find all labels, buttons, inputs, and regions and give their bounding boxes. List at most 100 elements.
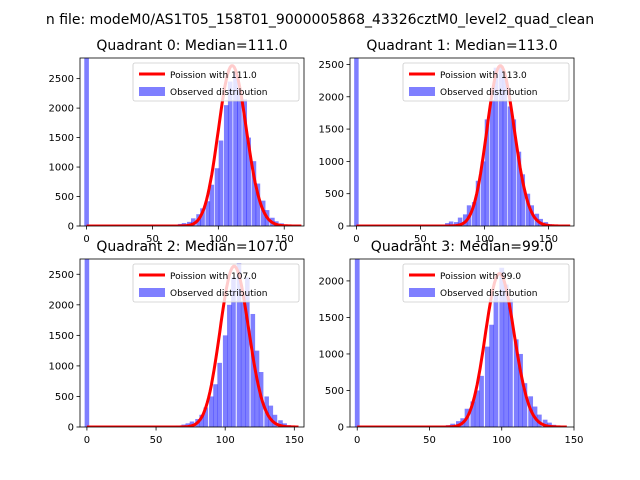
poisson-curve — [357, 272, 567, 427]
x-tick-label: 50 — [146, 234, 159, 245]
legend-label: Observed distribution — [170, 88, 267, 98]
histogram-bar — [245, 277, 250, 427]
histogram-bar — [511, 119, 517, 226]
x-tick-label: 150 — [539, 234, 558, 245]
histogram-bar — [489, 324, 495, 427]
histogram-bar — [484, 346, 490, 427]
y-tick-label: 2000 — [49, 104, 74, 115]
legend-patch-swatch — [409, 87, 435, 96]
histogram-bar — [489, 100, 495, 226]
histogram-bar — [236, 263, 242, 427]
y-tick-label: 2000 — [319, 92, 344, 103]
histogram-bar — [217, 362, 222, 427]
histogram-bar — [268, 405, 274, 427]
y-tick-label: 1000 — [49, 361, 74, 372]
y-tick-label: 2500 — [49, 74, 74, 85]
subplot-title: Quadrant 2: Median=107.0 — [96, 239, 287, 255]
plot-area — [354, 58, 571, 226]
poisson-curve — [86, 64, 302, 226]
histogram-bar — [203, 407, 209, 427]
histogram-bar — [508, 299, 513, 427]
figure-suptitle: n file: modeM0/AS1T05_158T01_9000005868_… — [46, 12, 594, 28]
legend: Poission with 111.0 Observed distribution — [132, 62, 300, 102]
histogram-bar — [475, 180, 481, 226]
histogram-bar — [498, 65, 504, 226]
histogram-bar — [354, 58, 359, 226]
x-tick-label: 0 — [353, 234, 359, 245]
histogram-bar — [454, 222, 459, 226]
legend-label: Poission with 99.0 — [440, 272, 521, 282]
histogram-bar — [227, 81, 233, 226]
histogram-bar — [242, 99, 248, 226]
histogram-bar — [209, 396, 214, 427]
histogram-bar — [231, 277, 236, 427]
histogram-bar — [525, 193, 531, 226]
legend-label: Observed distribution — [440, 289, 537, 299]
histogram-bar — [233, 71, 238, 226]
x-tick-label: 150 — [564, 435, 583, 446]
legend: Poission with 113.0 Observed distribution — [402, 62, 570, 102]
plot-area — [84, 259, 299, 427]
histogram-bar — [255, 183, 261, 226]
histogram-bar — [251, 161, 257, 226]
x-tick-label: 100 — [209, 234, 228, 245]
y-tick-label: 2000 — [319, 276, 344, 287]
histogram-bar — [480, 161, 486, 226]
histogram-bar — [484, 119, 490, 226]
histogram-bar — [199, 414, 204, 427]
histogram-bar — [223, 105, 229, 226]
y-tick-label: 0 — [68, 222, 74, 233]
x-tick-label: 0 — [354, 435, 360, 446]
y-tick-label: 2500 — [319, 60, 344, 71]
y-tick-label: 1500 — [49, 331, 74, 342]
histogram-bar — [205, 201, 211, 226]
x-tick-label: 50 — [414, 234, 427, 245]
y-tick-label: 1000 — [319, 157, 344, 168]
legend-label: Observed distribution — [170, 289, 267, 299]
x-tick-label: 50 — [150, 435, 163, 446]
y-tick-label: 1500 — [319, 313, 344, 324]
histogram-bar — [222, 335, 228, 427]
plot-area — [354, 259, 567, 427]
histogram-bar — [84, 259, 90, 427]
legend-label: Poission with 113.0 — [440, 71, 527, 81]
y-tick-label: 0 — [68, 423, 74, 434]
histogram-bar — [209, 184, 215, 226]
histogram-bar — [218, 140, 224, 226]
histogram-bar — [499, 267, 505, 427]
axes-frame — [349, 57, 575, 227]
legend-label: Poission with 111.0 — [170, 71, 257, 81]
legend: Poission with 99.0 Observed distribution — [402, 263, 570, 303]
histogram-bar — [493, 295, 499, 427]
histogram-bar — [520, 174, 526, 226]
histogram-bar — [471, 202, 477, 226]
y-tick-label: 1000 — [49, 163, 74, 174]
subplot-title: Quadrant 3: Median=99.0 — [371, 239, 553, 255]
histogram-bar — [522, 383, 528, 427]
subplot-title: Quadrant 1: Median=113.0 — [366, 38, 557, 54]
histogram-bar — [516, 151, 522, 226]
y-tick-label: 500 — [325, 386, 344, 397]
histogram-bar — [278, 420, 283, 427]
histogram-bar — [507, 106, 513, 226]
x-tick-label: 100 — [216, 435, 235, 446]
x-tick-label: 150 — [275, 234, 294, 245]
histogram-bar — [213, 384, 218, 427]
histogram-bar — [493, 67, 499, 226]
legend-patch-swatch — [139, 288, 165, 297]
histogram-bar — [227, 304, 232, 427]
x-tick-label: 50 — [423, 435, 436, 446]
y-tick-label: 0 — [338, 222, 344, 233]
histogram-bar — [237, 88, 242, 226]
histogram-bar — [354, 259, 360, 427]
subplot-title: Quadrant 0: Median=111.0 — [96, 38, 287, 54]
histogram-bar — [240, 301, 246, 427]
histogram-bar — [457, 217, 463, 226]
histogram-bar — [542, 419, 548, 427]
y-tick-label: 2000 — [49, 300, 74, 311]
histogram-bar — [250, 313, 256, 427]
legend-patch-swatch — [139, 87, 165, 96]
